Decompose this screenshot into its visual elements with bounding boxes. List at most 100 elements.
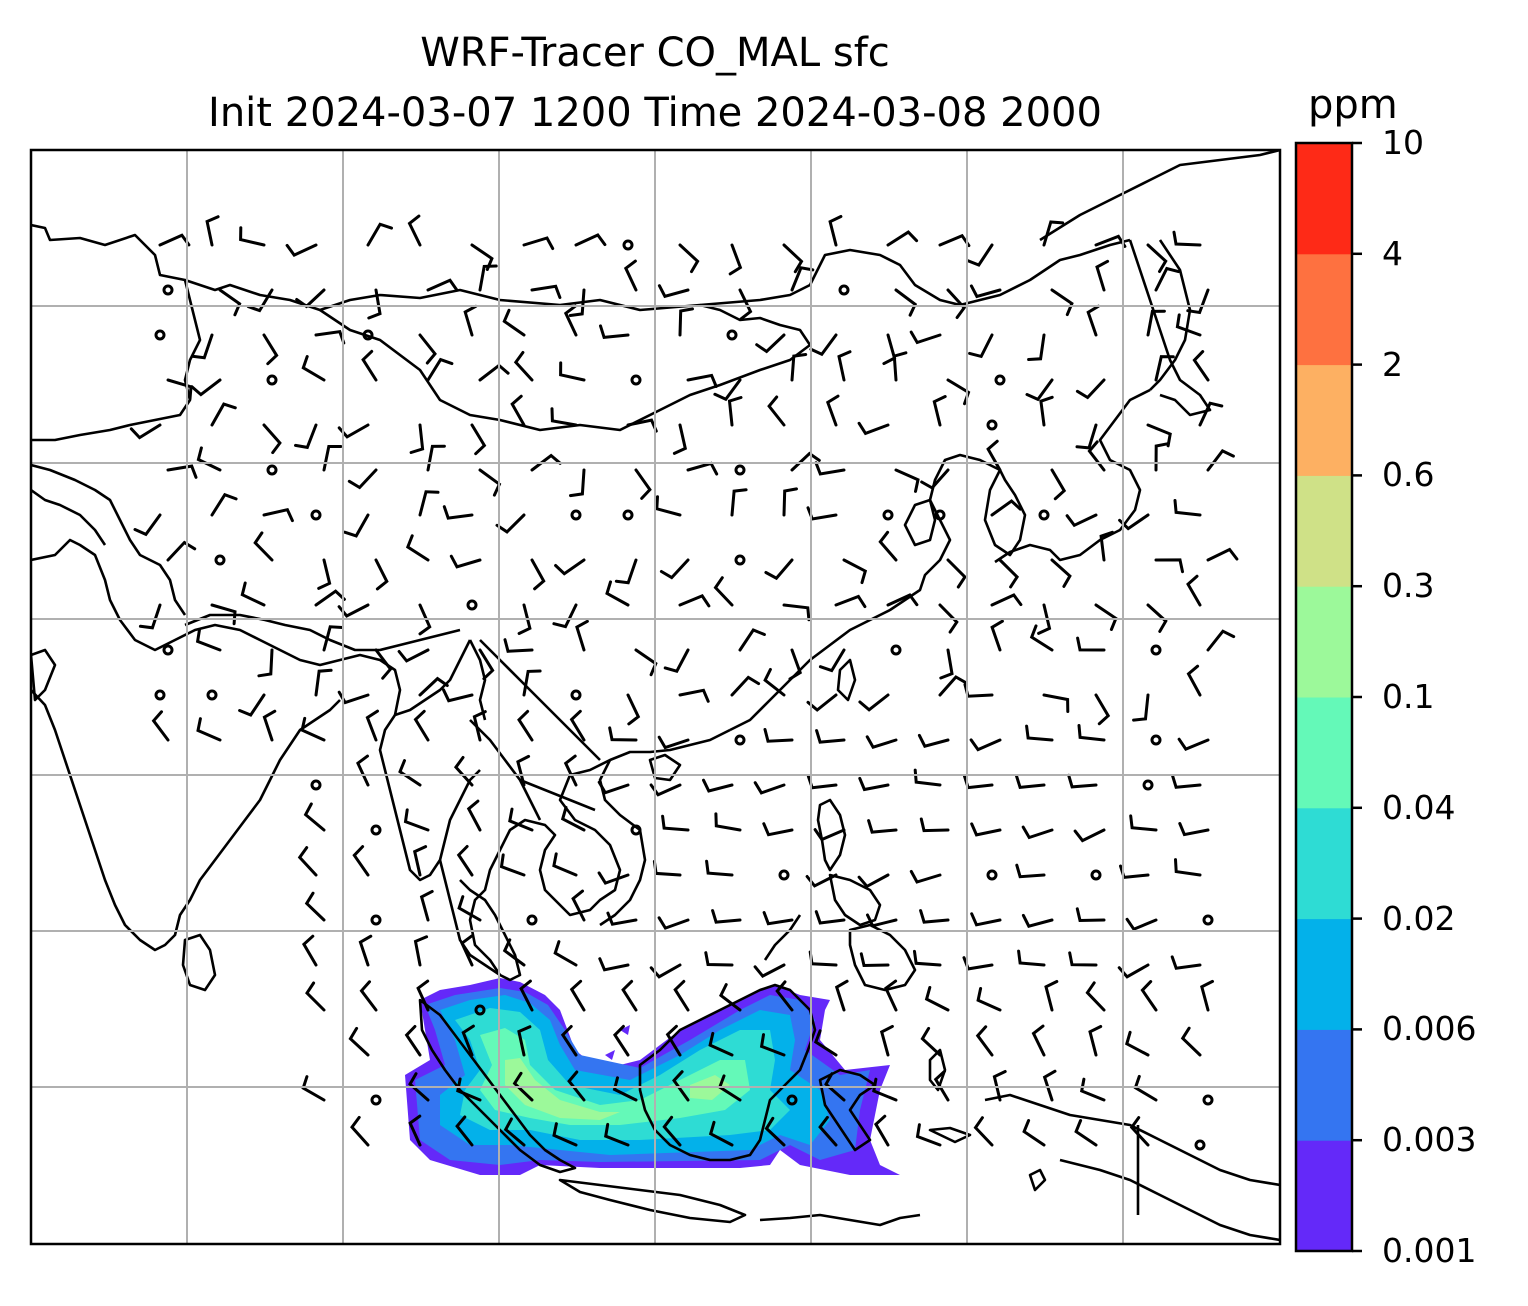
calm-wind-circle — [310, 509, 322, 521]
calm-wind-circle — [726, 329, 738, 341]
wind-barb — [1065, 513, 1098, 528]
wind-barb — [597, 871, 630, 885]
wind-barb — [262, 333, 279, 366]
calm-wind-circle — [370, 824, 382, 836]
wind-barb — [426, 357, 454, 382]
colorbar-segment — [1296, 918, 1352, 1030]
wind-barb — [963, 683, 994, 698]
wind-barb — [1068, 951, 1098, 967]
wind-barb — [426, 278, 459, 292]
wind-barb — [1125, 1030, 1150, 1057]
calm-wind-circle — [1142, 779, 1154, 791]
wind-barb — [1042, 693, 1070, 713]
wind-barb — [1025, 724, 1054, 742]
wind-barb — [919, 909, 950, 924]
wind-barb — [1075, 423, 1098, 450]
wind-barb — [597, 780, 630, 795]
wind-barb — [738, 288, 753, 321]
wind-barb — [238, 693, 266, 717]
calm-wind-circle — [154, 689, 166, 701]
wind-barb — [1154, 442, 1170, 472]
wind-barb — [825, 394, 840, 427]
wind-barb — [782, 603, 811, 622]
wind-barb — [1022, 1119, 1046, 1147]
wind-barb — [133, 513, 162, 537]
calm-wind-circle — [882, 509, 894, 521]
wind-barb — [196, 717, 222, 742]
wind-barb — [1132, 693, 1150, 722]
wind-barb — [992, 1070, 1007, 1102]
wind-barb — [294, 423, 318, 450]
wind-barb — [337, 603, 370, 618]
wind-barb — [1037, 603, 1052, 635]
wind-barb — [304, 891, 326, 922]
calm-wind-circle — [570, 689, 582, 701]
wind-barb — [1015, 774, 1046, 790]
wind-barb — [678, 688, 710, 703]
wind-barb — [314, 330, 346, 345]
wind-barb — [857, 873, 890, 889]
wind-barb — [300, 716, 326, 742]
wind-barb — [657, 916, 690, 930]
wind-barb — [151, 710, 170, 742]
wind-barb — [418, 490, 440, 517]
wind-barb — [472, 710, 487, 742]
wind-barb — [522, 669, 542, 697]
wind-barb — [858, 776, 890, 792]
wind-barb — [939, 648, 954, 680]
wind-barb — [1021, 825, 1054, 840]
china-east-coast — [729, 453, 1001, 732]
wind-barb — [571, 889, 586, 922]
wind-barb — [253, 531, 274, 562]
wind-barb — [946, 288, 967, 319]
wind-barb — [808, 950, 838, 967]
wind-barb — [166, 464, 198, 479]
wind-barb — [663, 648, 690, 673]
calm-wind-circle — [1202, 1094, 1214, 1106]
wind-barb — [1050, 468, 1067, 501]
wind-barb — [522, 236, 555, 250]
chart-title-line-2: Init 2024-03-07 1200 Time 2024-03-08 200… — [208, 90, 1102, 136]
wind-barb — [920, 1026, 942, 1057]
calm-wind-circle — [214, 554, 226, 566]
wind-barb — [1075, 907, 1106, 923]
wind-barb — [1129, 814, 1158, 832]
wind-barb — [195, 628, 222, 652]
palawan — [763, 914, 802, 961]
wind-barb — [453, 756, 474, 787]
wind-barb — [894, 468, 920, 493]
calm-wind-circle — [266, 464, 278, 476]
wind-barb — [867, 819, 898, 834]
wind-barb — [938, 233, 971, 248]
wind-barb — [478, 363, 510, 382]
wind-barb — [337, 690, 370, 705]
colorbar-segment — [1296, 697, 1352, 809]
wind-barb — [1085, 981, 1106, 1012]
wind-barb — [563, 304, 578, 337]
calm-wind-circle — [786, 1094, 798, 1106]
wind-barb — [605, 580, 630, 607]
northern-border — [31, 223, 1131, 312]
wind-barb — [317, 558, 332, 590]
wind-barb — [517, 709, 534, 742]
calm-wind-circle — [734, 554, 746, 566]
wind-barb — [713, 576, 734, 607]
wind-barb — [879, 1024, 894, 1057]
colorbar — [1294, 141, 1362, 1253]
wind-barb — [358, 934, 373, 967]
wind-barb — [1050, 288, 1074, 317]
wind-barb — [917, 733, 950, 748]
calm-wind-circle — [162, 644, 174, 656]
wind-barb — [356, 754, 370, 787]
wind-barb — [1146, 243, 1168, 273]
wind-barb — [1186, 664, 1202, 697]
wind-barb — [502, 308, 526, 337]
wind-barb — [842, 558, 868, 585]
wind-barb — [1074, 1119, 1098, 1147]
wind-barb — [782, 487, 798, 517]
wind-barb — [815, 729, 846, 744]
wind-barb — [413, 935, 429, 967]
wind-barb — [398, 759, 422, 787]
wind-barb — [909, 870, 942, 884]
borneo — [638, 983, 817, 1162]
